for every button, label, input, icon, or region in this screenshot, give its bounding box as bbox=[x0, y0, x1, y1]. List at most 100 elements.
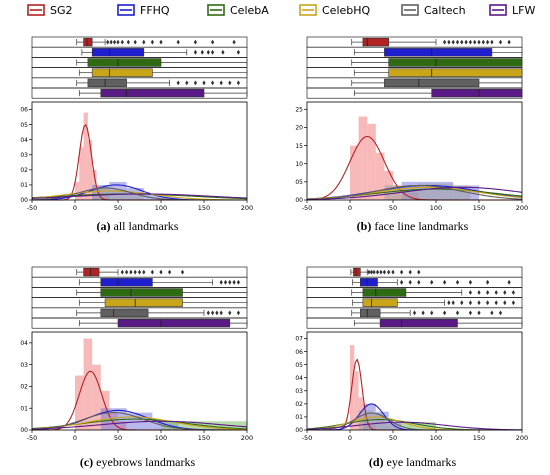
box-iqr bbox=[91, 68, 153, 77]
box-iqr bbox=[87, 58, 162, 67]
hist-bar bbox=[143, 193, 161, 200]
box-iqr bbox=[353, 267, 361, 277]
x-tick-label: -50 bbox=[302, 434, 313, 442]
outlier-marker bbox=[455, 39, 460, 45]
outlier-marker bbox=[481, 39, 485, 45]
y-tick-label: 0.04 bbox=[20, 340, 28, 347]
outlier-marker bbox=[193, 39, 197, 45]
density-axes: -50 0 50 100 150 200 0.000 0.005 0.010 0.015 0.020… bbox=[281, 101, 528, 221]
x-tick-label: 150 bbox=[198, 204, 210, 212]
boxplot-strip bbox=[306, 266, 523, 329]
outlier-marker bbox=[219, 279, 223, 285]
boxplot-celeba bbox=[306, 287, 523, 298]
outlier-marker bbox=[400, 269, 404, 275]
outlier-marker bbox=[133, 39, 137, 45]
hist-bar bbox=[375, 152, 385, 200]
y-tick-label: 0.03 bbox=[295, 388, 303, 395]
outlier-marker bbox=[455, 310, 460, 316]
y-tick-label: 0.05 bbox=[295, 362, 303, 369]
boxplot-lfw bbox=[306, 87, 523, 99]
boxplot-celebhq bbox=[306, 297, 523, 309]
hist-bar bbox=[358, 116, 368, 200]
kde-curve-lfw bbox=[306, 186, 523, 201]
outlier-marker bbox=[507, 279, 511, 285]
hist-bar bbox=[354, 371, 359, 430]
outlier-marker bbox=[206, 49, 210, 55]
outlier-marker bbox=[236, 279, 240, 285]
outlier-marker bbox=[430, 279, 434, 285]
outlier-marker bbox=[430, 310, 434, 316]
y-tick-label: 0.04 bbox=[295, 375, 303, 382]
outlier-marker bbox=[150, 39, 154, 45]
legend-label-celeba: CelebA bbox=[230, 4, 269, 17]
boxplot-sg2 bbox=[306, 36, 523, 48]
outlier-marker bbox=[112, 39, 117, 45]
outlier-marker bbox=[176, 39, 180, 45]
y-tick-label: 0.02 bbox=[20, 384, 28, 391]
y-tick-label: 0.000 bbox=[295, 197, 303, 204]
box-iqr bbox=[360, 278, 378, 287]
outlier-marker bbox=[451, 300, 455, 306]
x-tick-label: 0 bbox=[73, 434, 77, 442]
outlier-marker bbox=[498, 310, 503, 316]
outlier-marker bbox=[168, 269, 172, 275]
box-iqr bbox=[379, 318, 458, 328]
legend-label-ffhq: FFHQ bbox=[140, 4, 170, 17]
outlier-marker bbox=[477, 39, 481, 45]
boxplot-celebhq bbox=[31, 67, 248, 79]
caption-text: eyebrows landmarks bbox=[96, 455, 196, 469]
kde-curve-caltech bbox=[306, 184, 523, 201]
outlier-marker bbox=[503, 300, 507, 306]
x-tick-label: 150 bbox=[473, 434, 485, 442]
x-tick-label: 50 bbox=[389, 204, 397, 212]
outlier-marker bbox=[511, 290, 515, 295]
outlier-marker bbox=[408, 279, 412, 285]
y-tick-label: 0.01 bbox=[20, 405, 28, 412]
axes-frame bbox=[31, 101, 248, 201]
boxplot-strip bbox=[31, 266, 248, 329]
outlier-marker bbox=[468, 290, 472, 295]
caption-tag: (a) bbox=[96, 219, 111, 233]
hist-bar bbox=[79, 147, 84, 200]
box-iqr bbox=[384, 78, 480, 88]
caption-tag: (b) bbox=[356, 219, 372, 233]
outlier-marker bbox=[447, 39, 451, 45]
y-tick-label: 0.07 bbox=[295, 336, 303, 343]
x-tick-label: -50 bbox=[302, 204, 313, 212]
outlier-marker bbox=[477, 310, 481, 316]
box-iqr bbox=[100, 88, 205, 98]
x-tick-label: 50 bbox=[114, 434, 122, 442]
chart-all-landmarks: -50 0 50 100 150 200 0.00 0.01 0.02 0.03 0.04 0.05 0… bbox=[6, 36, 253, 221]
outlier-marker bbox=[185, 80, 189, 86]
y-tick-label: 0.03 bbox=[20, 152, 28, 159]
boxplot-caltech bbox=[306, 77, 523, 89]
outlier-marker bbox=[460, 300, 464, 306]
outlier-marker bbox=[451, 39, 455, 45]
boxplot-caltech bbox=[31, 307, 248, 319]
hist-bar bbox=[75, 181, 80, 200]
outlier-marker bbox=[443, 279, 447, 285]
hist-bar bbox=[384, 423, 402, 430]
x-tick-label: 150 bbox=[198, 434, 210, 442]
chart-panel-eye-landmarks: -50 0 50 100 150 200 0.00 0.01 0.02 0.03 0.04 0.05 0… bbox=[281, 252, 545, 451]
outlier-marker bbox=[408, 269, 412, 275]
outlier-marker bbox=[211, 310, 215, 316]
hist-bar bbox=[87, 139, 93, 200]
outlier-marker bbox=[129, 269, 133, 275]
hist-bar bbox=[75, 375, 84, 430]
x-tick-label: 0 bbox=[73, 204, 77, 212]
outlier-marker bbox=[150, 269, 154, 275]
x-tick-label: 0 bbox=[348, 434, 352, 442]
outlier-marker bbox=[468, 310, 472, 316]
plot-area bbox=[32, 102, 247, 200]
density-axes: -50 0 50 100 150 200 0.00 0.01 0.02 0.03 0.04 0.05 0… bbox=[281, 331, 528, 451]
outlier-marker bbox=[369, 269, 374, 275]
boxplot-frame bbox=[31, 36, 248, 48]
outlier-marker bbox=[417, 269, 421, 275]
outlier-marker bbox=[236, 49, 240, 55]
boxplot-caltech bbox=[31, 77, 248, 89]
x-tick-label: 100 bbox=[155, 434, 167, 442]
outlier-marker bbox=[443, 39, 447, 45]
chart-eye-landmarks: -50 0 50 100 150 200 0.00 0.01 0.02 0.03 0.04 0.05 0… bbox=[281, 266, 528, 451]
